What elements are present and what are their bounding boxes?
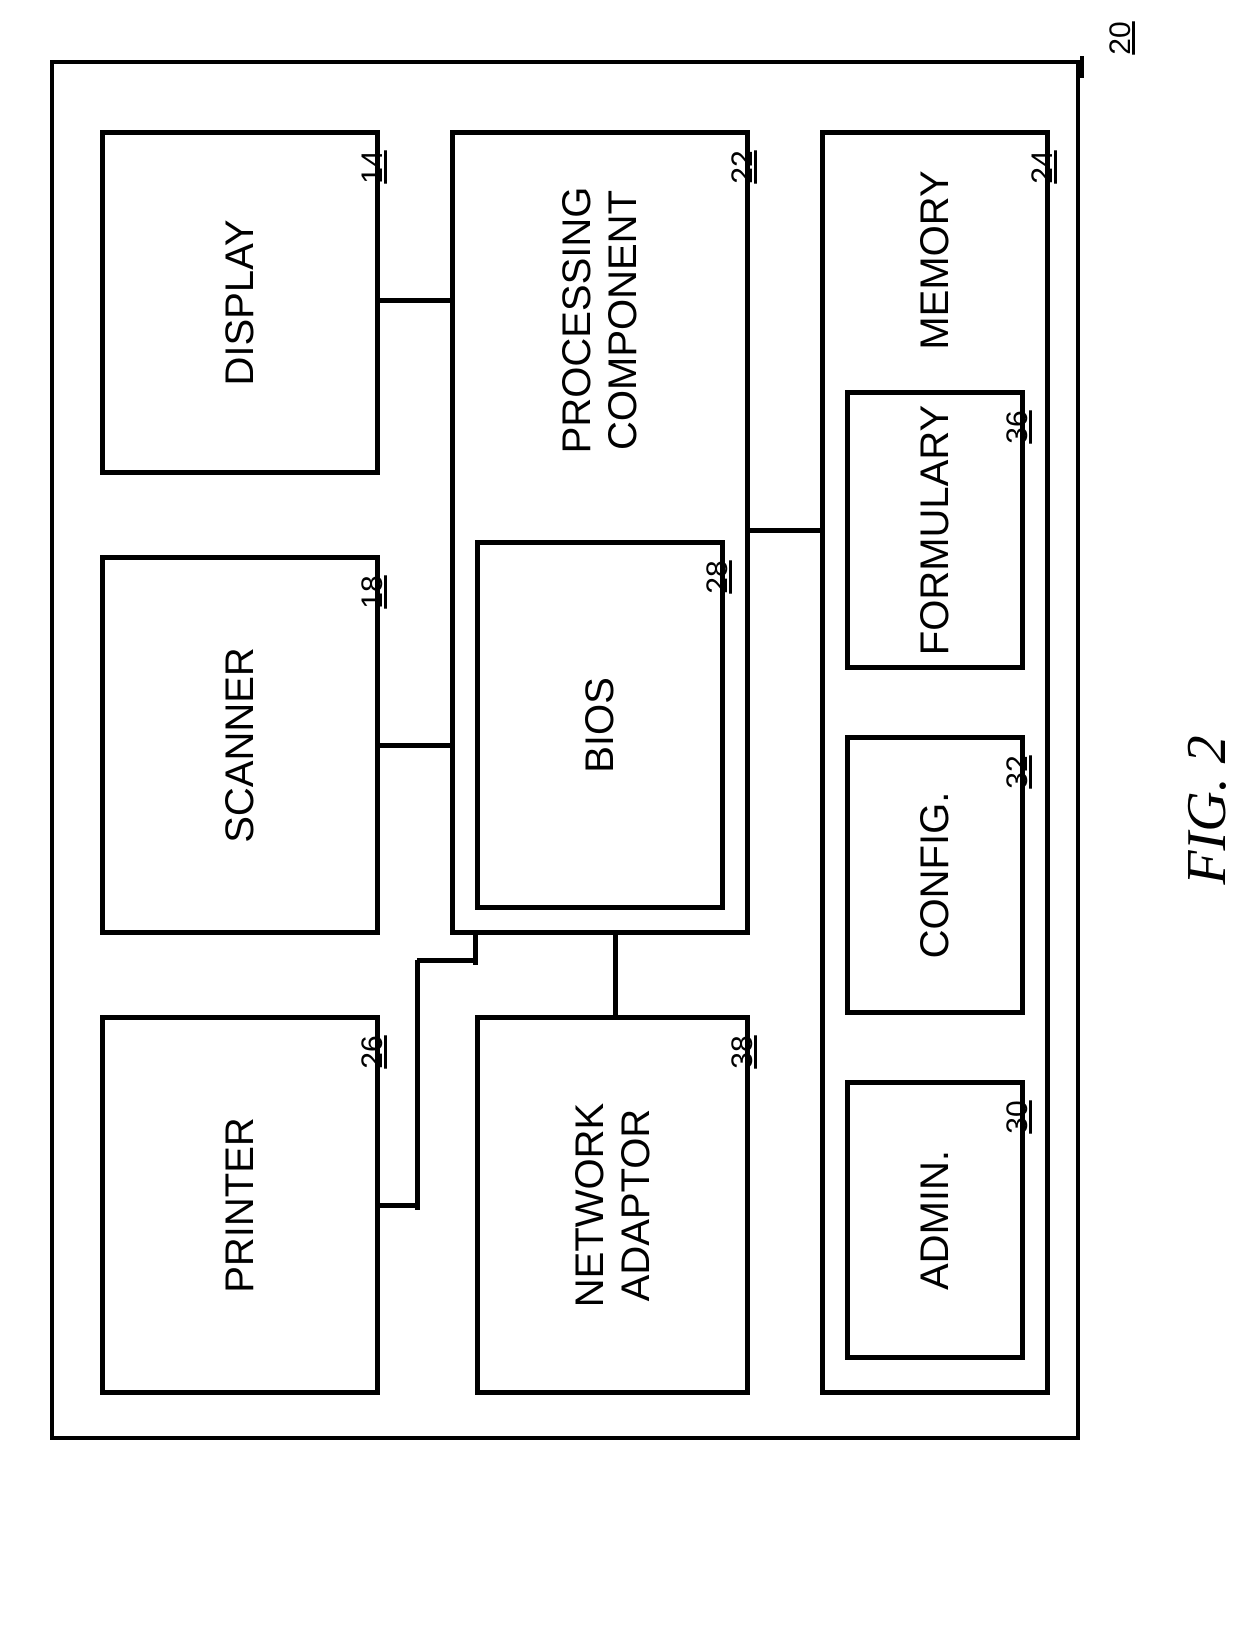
- connector-processing-network: [613, 935, 618, 1015]
- outer-ref-leader: [1080, 56, 1084, 78]
- block-config-ref: 32: [1001, 747, 1035, 797]
- block-network-ref: 38: [726, 1027, 760, 1077]
- block-admin-ref: 30: [1001, 1092, 1035, 1142]
- connector-bus-processing-vert: [415, 960, 420, 1210]
- block-formulary-label: FORMULARY: [912, 390, 958, 670]
- connector-processing-memory: [750, 528, 820, 533]
- block-display-label: DISPLAY: [217, 130, 263, 475]
- block-processing-ref: 22: [726, 142, 760, 192]
- figure-caption: FIG. 2: [1175, 660, 1239, 960]
- block-processing-label: PROCESSINGCOMPONENT: [554, 120, 646, 520]
- block-printer-label: PRINTER: [217, 1015, 263, 1395]
- block-formulary-ref: 36: [1001, 402, 1035, 452]
- block-display-ref: 14: [356, 142, 390, 192]
- block-bios-label: BIOS: [577, 540, 623, 910]
- block-bios-ref: 28: [701, 552, 735, 602]
- block-network-label: NETWORKADAPTOR: [567, 1015, 659, 1395]
- block-scanner-ref: 18: [356, 567, 390, 617]
- block-memory-ref: 24: [1026, 142, 1060, 192]
- block-admin-label: ADMIN.: [912, 1080, 958, 1360]
- block-printer-ref: 26: [356, 1027, 390, 1077]
- outer-ref: 20: [1104, 18, 1138, 58]
- block-memory-label: MEMORY: [912, 130, 958, 390]
- connector-processing-edge-bus-drop: [473, 935, 478, 965]
- block-config-label: CONFIG.: [912, 735, 958, 1015]
- connector-bus-processing-horz: [417, 958, 475, 963]
- connector-display-processing: [380, 298, 450, 303]
- diagram-stage: 20 FIG. 2 14 DISPLAY 18 SCANNER 26 PRINTER 22 P…: [0, 0, 1240, 1651]
- block-scanner-label: SCANNER: [217, 555, 263, 935]
- connector-scanner-processing: [380, 743, 450, 748]
